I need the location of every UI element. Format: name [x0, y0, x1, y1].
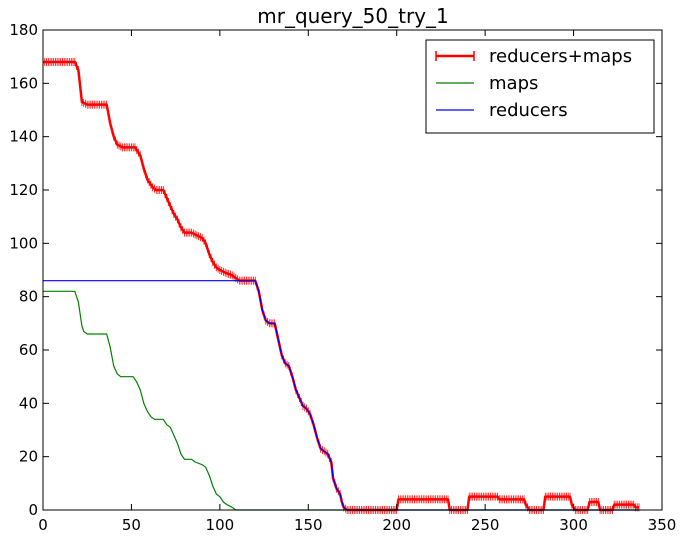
- legend-label: reducers+maps: [489, 46, 632, 67]
- y-tick-label: 140: [9, 128, 38, 146]
- x-tick-label: 150: [294, 516, 323, 534]
- x-tick-label: 350: [648, 516, 677, 534]
- legend-label: reducers: [489, 100, 568, 121]
- y-tick-label: 80: [19, 288, 38, 306]
- x-axis: 0 50 100 150 200 250 300 350: [38, 30, 676, 534]
- x-tick-label: 250: [471, 516, 500, 534]
- plot-marks: [42, 58, 640, 514]
- y-tick-label: 40: [19, 394, 38, 412]
- y-axis: 0 20 40 60 80 100 120 140 160 180: [9, 21, 662, 519]
- series-line-maps: [43, 290, 640, 511]
- y-tick-label: 160: [9, 74, 38, 92]
- y-tick-label: 100: [9, 234, 38, 252]
- x-tick-label: 100: [206, 516, 235, 534]
- plot-frame: [42, 29, 663, 511]
- y-tick-label: 60: [19, 341, 38, 359]
- series-line-reducers: [43, 280, 640, 511]
- legend: reducers+maps maps reducers: [425, 39, 655, 134]
- y-tick-label: 120: [9, 181, 38, 199]
- x-tick-label: 50: [122, 516, 141, 534]
- x-tick-label: 0: [38, 516, 48, 534]
- x-tick-label: 200: [382, 516, 411, 534]
- y-tick-label: 0: [28, 501, 38, 519]
- y-tick-label: 20: [19, 448, 38, 466]
- x-tick-label: 300: [559, 516, 588, 534]
- chart-title: mr_query_50_try_1: [257, 4, 449, 28]
- y-tick-label: 180: [9, 21, 38, 39]
- legend-label: maps: [489, 73, 538, 94]
